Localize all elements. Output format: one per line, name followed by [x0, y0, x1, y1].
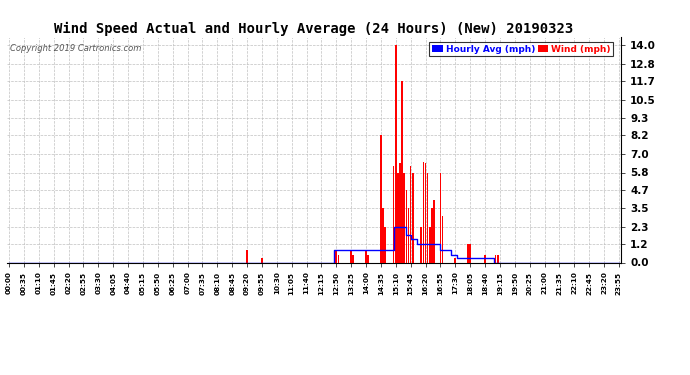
Bar: [408, 208, 409, 262]
Bar: [442, 216, 444, 262]
Bar: [427, 172, 428, 262]
Bar: [261, 258, 263, 262]
Bar: [410, 166, 411, 262]
Bar: [384, 227, 386, 262]
Bar: [399, 163, 401, 262]
Bar: [402, 81, 403, 262]
Bar: [337, 255, 339, 262]
Bar: [335, 250, 337, 262]
Bar: [429, 227, 431, 262]
Bar: [380, 135, 382, 262]
Bar: [424, 163, 426, 262]
Bar: [467, 244, 469, 262]
Bar: [495, 255, 497, 262]
Bar: [382, 208, 384, 262]
Bar: [406, 190, 407, 262]
Bar: [422, 162, 424, 262]
Bar: [246, 250, 248, 262]
Title: Wind Speed Actual and Hourly Average (24 Hours) (New) 20190323: Wind Speed Actual and Hourly Average (24…: [55, 22, 573, 36]
Bar: [497, 255, 499, 262]
Bar: [455, 258, 456, 262]
Bar: [353, 255, 354, 262]
Bar: [397, 172, 399, 262]
Bar: [367, 255, 369, 262]
Bar: [365, 250, 367, 262]
Bar: [431, 208, 433, 262]
Bar: [484, 255, 486, 262]
Text: Copyright 2019 Cartronics.com: Copyright 2019 Cartronics.com: [10, 44, 141, 53]
Bar: [412, 172, 413, 262]
Bar: [351, 250, 352, 262]
Bar: [395, 45, 397, 262]
Bar: [393, 166, 395, 262]
Bar: [420, 227, 422, 262]
Bar: [440, 172, 441, 262]
Legend: Hourly Avg (mph), Wind (mph): Hourly Avg (mph), Wind (mph): [429, 42, 613, 56]
Bar: [404, 172, 405, 262]
Bar: [469, 244, 471, 262]
Bar: [433, 200, 435, 262]
